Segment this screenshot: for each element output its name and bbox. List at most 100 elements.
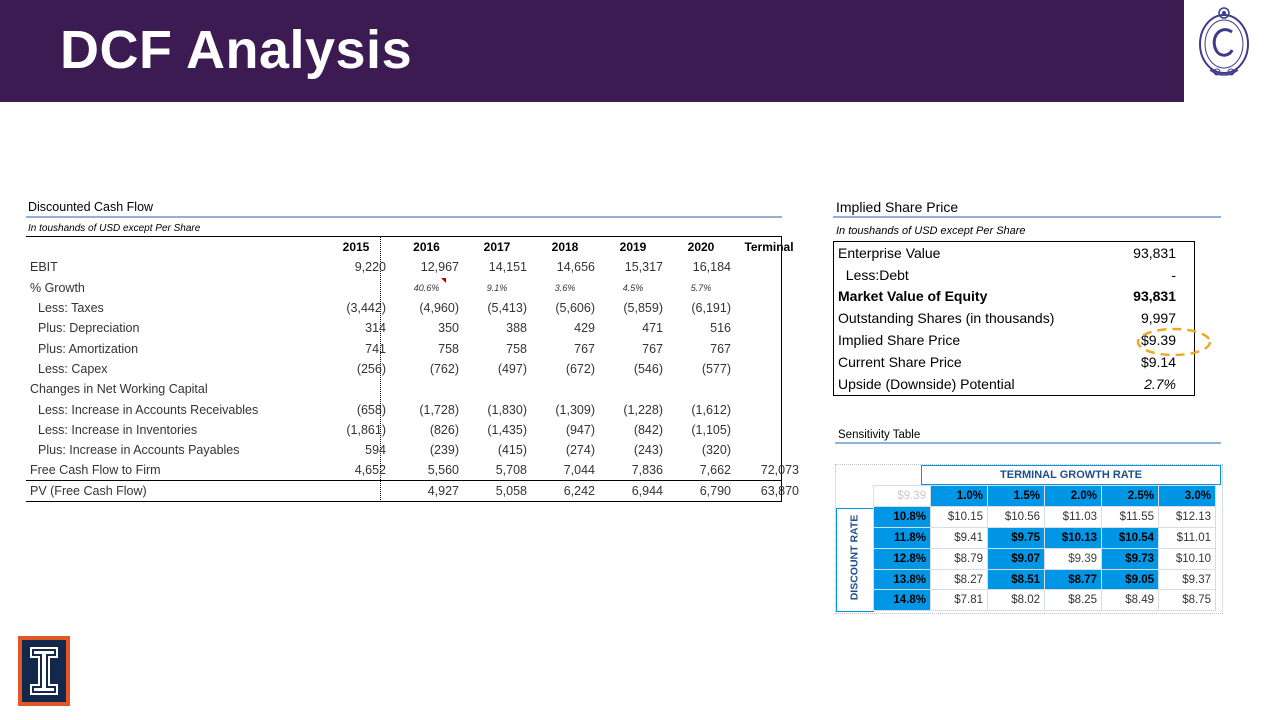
table-cell: 314 [365,321,386,336]
table-row: 13.8% $8.27 $8.51 $8.77 $9.05 $9.37 [873,568,1216,591]
table-row: 14.8% $7.81 $8.02 $8.25 $8.49 $8.75 [873,589,1216,612]
table-cell: 516 [710,321,731,336]
table-cell: (947) [565,422,595,437]
table-cell: (1,228) [623,402,663,417]
row-label: Plus: Amortization [38,341,139,356]
table-row: PV (Free Cash Flow) 4,927 5,058 6,242 6,… [26,481,803,501]
sensitivity-section-title: Sensitivity Table [838,429,921,441]
table-cell: (826) [429,422,459,437]
table-cell: $10.15 [930,505,988,528]
table-cell: (5,606) [555,301,595,316]
table-cell [735,257,803,277]
table-cell [735,298,803,318]
table-cell: 741 [365,341,386,356]
table-row: Outstanding Shares (in thousands) 9,997 [834,307,1195,329]
table-cell: $9.14 [1140,353,1176,370]
column-header: Terminal [744,240,794,255]
table-cell [667,379,735,399]
table-cell: $7.81 [930,589,988,612]
table-cell [735,399,803,419]
row-label: Plus: Increase in Accounts Payables [38,443,240,458]
base-case-cell: $9.39 [1044,547,1102,570]
table-cell: 7,044 [563,463,595,478]
dcf-table: 2015 2016 2017 2018 2019 2020 Terminal E… [26,237,803,501]
table-cell: (1,612) [691,402,731,417]
row-label: Less: Increase in Accounts Receivables [38,402,259,417]
comment-marker [441,278,446,283]
table-cell: (1,830) [487,402,527,417]
table-cell [390,379,463,399]
dcf-table-frame [26,236,782,502]
table-cell [735,379,803,399]
sensitivity-frame [835,464,1223,614]
table-cell: (497) [497,361,527,376]
table-cell: 5,560 [427,463,459,478]
column-header: 2016 [413,240,440,255]
column-header: 2020 [687,240,715,255]
table-row: Enterprise Value 93,831 [834,242,1195,264]
row-label: Implied Share Price [838,332,961,349]
table-cell: (3,442) [346,301,386,316]
dcf-units-note: In toushands of USD except Per Share [28,223,201,234]
table-cell: 2.7% [1144,375,1176,392]
table-cell [531,379,599,399]
table-row: Plus: Depreciation 314 350 388 429 471 5… [26,318,803,338]
table-row: Less: Increase in Accounts Receivables (… [26,399,803,419]
table-cell: $11.01 [1158,526,1216,549]
table-cell: 93,831 [1133,288,1176,305]
table-cell: (1,435) [487,422,527,437]
table-cell: $11.55 [1101,505,1159,528]
table-cell: $8.27 [930,568,988,591]
table-cell [735,338,803,358]
table-cell: 767 [710,341,731,356]
discount-rate-cell: 12.8% [873,547,931,570]
table-row: Plus: Increase in Accounts Payables 594 … [26,440,803,460]
table-cell [322,481,390,501]
table-cell: 93,831 [1133,244,1176,261]
implied-section-title: Implied Share Price [836,199,959,215]
column-header: 2018 [551,240,579,255]
table-row: Current Share Price $9.14 [834,351,1195,373]
table-cell: 5,058 [495,483,527,498]
highlight-circle [1136,327,1212,357]
growth-rate-header: 1.0% [930,485,988,507]
table-cell: (1,309) [555,402,595,417]
table-cell: 63,870 [760,483,799,498]
row-label: Upside (Downside) Potential [838,375,1015,392]
table-cell: 429 [574,321,595,336]
dcf-title-rule [26,216,782,218]
table-row: EBIT 9,220 12,967 14,151 14,656 15,317 1… [26,257,803,277]
table-cell: 594 [365,443,386,458]
table-cell: 72,073 [760,463,799,478]
table-cell: $8.02 [987,589,1045,612]
dcf-row-rule [26,480,781,481]
table-row: Free Cash Flow to Firm 4,652 5,560 5,708… [26,460,803,480]
table-cell: 388 [506,321,527,336]
dcf-header-row: 2015 2016 2017 2018 2019 2020 Terminal [26,237,803,257]
table-cell: 9.1% [486,282,508,293]
discount-rate-label: DISCOUNT RATE [848,514,861,601]
table-cell: $9.07 [987,547,1045,570]
row-label: Outstanding Shares (in thousands) [838,310,1055,327]
column-header: 2015 [342,240,370,255]
row-label: PV (Free Cash Flow) [30,483,147,498]
table-cell: (415) [497,443,527,458]
table-cell: (842) [633,422,663,437]
table-cell [599,379,667,399]
table-cell [322,278,390,298]
table-cell [735,278,803,298]
sensitivity-title-rule [835,442,1221,444]
table-cell: 40.6% [413,282,440,293]
table-cell: (546) [633,361,663,376]
table-cell [463,379,531,399]
table-cell: (5,859) [623,301,663,316]
table-cell: $10.13 [1044,526,1102,549]
row-label: Market Value of Equity [838,288,988,305]
table-cell: 14,656 [556,260,595,275]
table-cell: 758 [438,341,459,356]
table-cell [735,420,803,440]
slide-title: DCF Analysis [60,20,413,80]
table-cell: (6,191) [691,301,731,316]
table-cell: 767 [642,341,663,356]
table-cell [735,440,803,460]
